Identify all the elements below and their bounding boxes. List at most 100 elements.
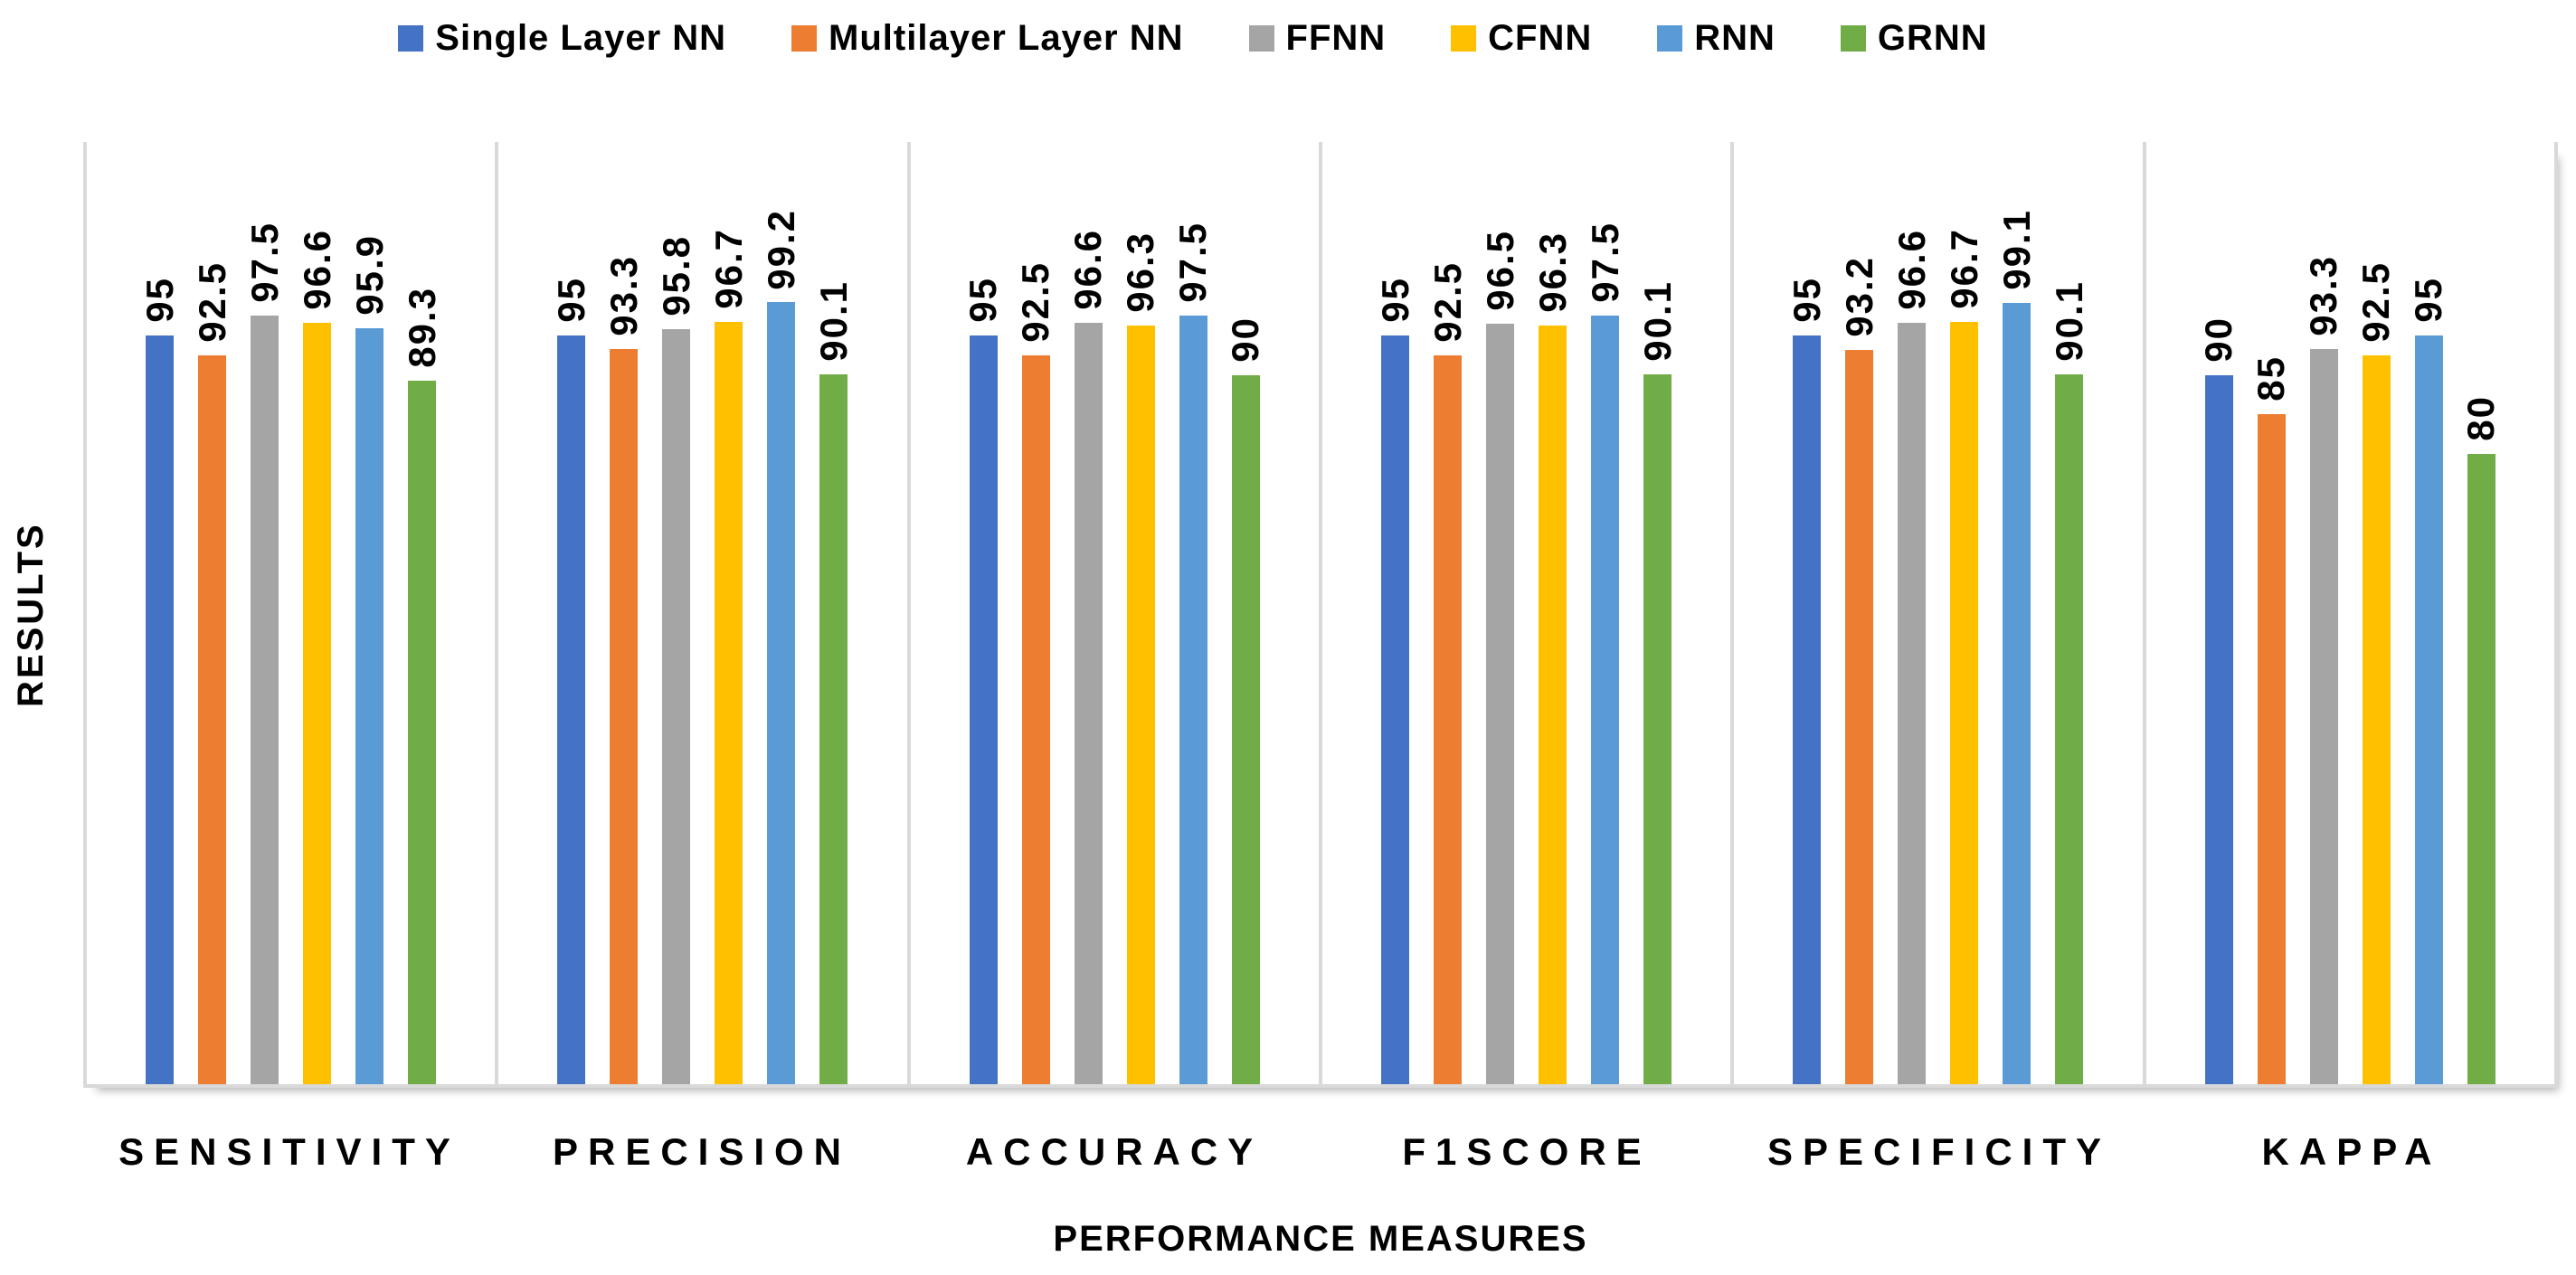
bar-value-label: 97.5: [242, 222, 286, 304]
bar-value-label: 96.6: [1066, 229, 1110, 310]
bar: [557, 335, 586, 1084]
legend-label: Single Layer NN: [435, 18, 727, 58]
bar: [1793, 335, 1822, 1084]
bar-unit: 96.3: [1531, 142, 1574, 1084]
bar: [2414, 335, 2443, 1084]
bar-value-label: 90: [1224, 316, 1267, 363]
bar-value-label: 93.2: [1837, 255, 1880, 337]
legend-swatch: [1451, 25, 1477, 52]
bar: [355, 328, 384, 1084]
legend-item: CFNN: [1451, 18, 1592, 59]
bar: [1643, 373, 1672, 1084]
bar-value-label: 97.5: [1583, 222, 1626, 304]
bar: [819, 373, 848, 1084]
bar: [1486, 323, 1515, 1084]
bar-unit: 99.1: [1995, 142, 2038, 1084]
bar-value-label: 90.1: [2047, 279, 2090, 362]
bar: [715, 322, 743, 1084]
bar-value-label: 95: [1785, 277, 1828, 323]
chart-legend: Single Layer NN Multilayer Layer NN FFNN CF…: [0, 18, 2576, 59]
bar-unit: 95.9: [348, 142, 391, 1084]
bar: [2257, 414, 2286, 1084]
bar-value-label: 90.1: [1635, 279, 1679, 362]
x-axis-labels: SENSITIVITY PRECISION ACCURACY F1SCORE SPECI…: [83, 1130, 2558, 1174]
y-axis-title: RESULTS: [11, 522, 51, 708]
x-axis-category-label: SPECIFICITY: [1766, 1130, 2112, 1173]
bar-unit: 90.1: [1636, 142, 1679, 1084]
bar: [969, 335, 998, 1084]
bar: [1074, 323, 1103, 1084]
bar-value-label: 90: [2197, 316, 2240, 363]
bar-unit: 95: [138, 142, 181, 1084]
legend-swatch: [1657, 25, 1683, 52]
bar-value-label: 96.6: [1889, 229, 1933, 310]
x-axis-category-label: SENSITIVITY: [118, 1130, 460, 1173]
bar: [408, 380, 437, 1084]
bar: [198, 354, 227, 1084]
bar-unit: 96.7: [1943, 142, 1985, 1084]
legend-swatch: [791, 25, 818, 52]
category-group: 95 92.5 96.5 96.3 97.5 90.1: [1318, 142, 1730, 1084]
legend-item: RNN: [1657, 18, 1776, 59]
category-group: 95 92.5 96.6 96.3 97.5 90: [906, 142, 1319, 1084]
bar-value-label: 92.5: [190, 260, 233, 343]
bar-value-label: 96.5: [1478, 230, 1521, 311]
bar-value-label: 89.3: [400, 286, 443, 368]
bar-unit: 95.8: [655, 142, 697, 1084]
bar: [1898, 323, 1927, 1084]
bar-value-label: 96.3: [1119, 231, 1162, 313]
legend-label: GRNN: [1877, 18, 1988, 58]
bar: [610, 348, 639, 1084]
bar-value-label: 95.8: [654, 235, 697, 316]
bar-unit: 95: [550, 142, 592, 1084]
bar-unit: 97.5: [1171, 142, 1214, 1084]
bar: [662, 328, 691, 1084]
bar: [1591, 316, 1620, 1084]
bar: [767, 302, 796, 1084]
bar-value-label: 97.5: [1171, 222, 1215, 304]
bar-unit: 90.1: [812, 142, 855, 1084]
plot-area: 95 92.5 97.5 96.6 95.9 89.3 95 93.3 95.8 96.7 99.2…: [83, 142, 2558, 1088]
legend-swatch: [1248, 25, 1274, 52]
category-group: 95 93.2 96.6 96.7 99.1 90.1: [1730, 142, 2142, 1084]
legend-swatch: [1840, 25, 1866, 52]
bar-unit: 93.3: [602, 142, 645, 1084]
bar-unit: 96.5: [1479, 142, 1521, 1084]
legend-swatch: [398, 25, 424, 52]
bar: [2362, 354, 2391, 1084]
bar: [1179, 316, 1208, 1084]
bar-value-label: 95: [961, 277, 1005, 323]
bar-unit: 92.5: [191, 142, 233, 1084]
bar-unit: 96.3: [1119, 142, 1161, 1084]
bar: [2055, 373, 2084, 1084]
bar: [1126, 325, 1155, 1084]
bar-unit: 90.1: [2048, 142, 2090, 1084]
bar: [1021, 354, 1050, 1084]
x-axis-category-label: KAPPA: [2261, 1130, 2442, 1173]
bar-value-label: 96.3: [1530, 231, 1574, 313]
legend-label: CFNN: [1488, 18, 1593, 58]
bar-unit: 89.3: [401, 142, 443, 1084]
bar-value-label: 85: [2249, 355, 2293, 402]
bar-unit: 90: [1224, 142, 1266, 1084]
category-group: 95 92.5 97.5 96.6 95.9 89.3: [83, 142, 495, 1084]
legend-label: FFNN: [1285, 18, 1387, 58]
bar-unit: 96.7: [707, 142, 750, 1084]
bar: [1845, 349, 1874, 1084]
bar: [1434, 354, 1463, 1084]
legend-item: GRNN: [1840, 18, 1988, 59]
bar-unit: 92.5: [1014, 142, 1056, 1084]
bar: [1539, 325, 1567, 1084]
bar-unit: 97.5: [1584, 142, 1626, 1084]
x-axis-category-label: ACCURACY: [965, 1130, 1264, 1173]
bar-value-label: 96.7: [706, 228, 750, 310]
legend-item: Single Layer NN: [398, 18, 726, 59]
bar-value-label: 95: [2407, 277, 2450, 323]
bar-value-label: 80: [2459, 394, 2503, 441]
bar-value-label: 95.9: [347, 234, 391, 316]
bar-value-label: 99.1: [1994, 209, 2038, 291]
bar-value-label: 93.3: [601, 254, 645, 336]
bar-unit: 93.3: [2302, 142, 2344, 1084]
bar-unit: 80: [2459, 142, 2502, 1084]
